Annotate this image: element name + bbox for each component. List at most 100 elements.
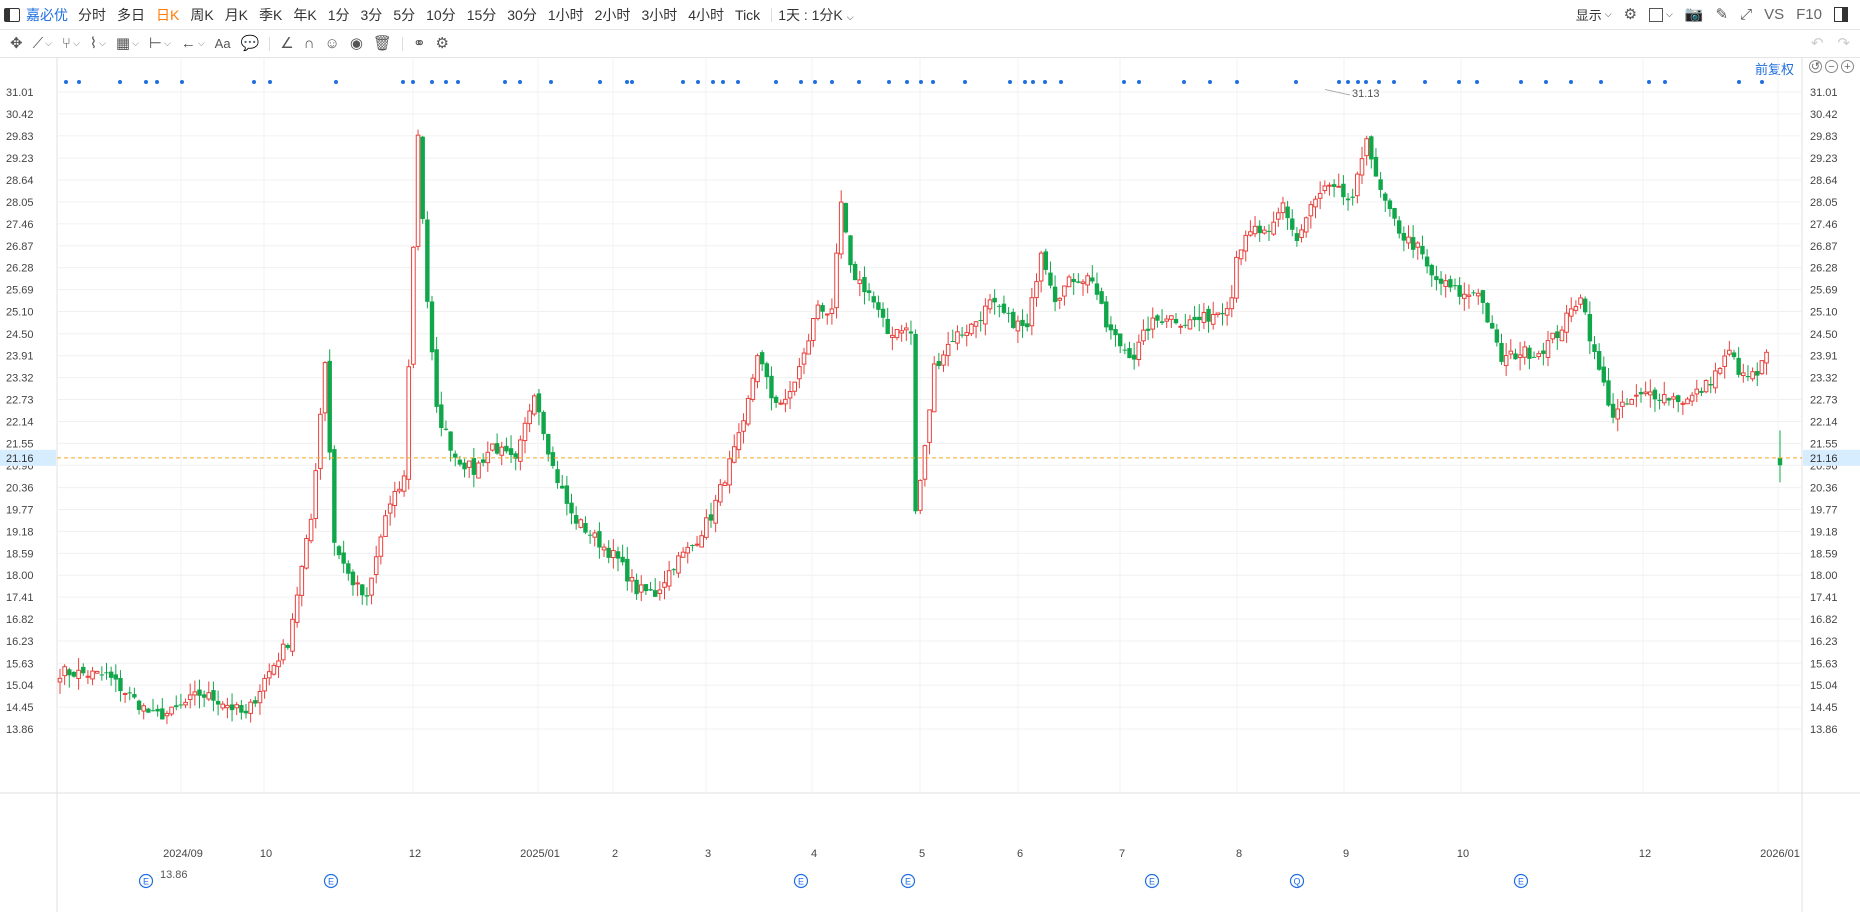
signal-dot[interactable] — [1008, 80, 1012, 84]
signal-dot[interactable] — [1346, 80, 1350, 84]
signal-dot[interactable] — [1031, 80, 1035, 84]
signal-dot[interactable] — [64, 80, 68, 84]
link-tool[interactable]: ⚭ — [413, 36, 426, 51]
signal-dot[interactable] — [1760, 80, 1764, 84]
custom-period-selector[interactable]: 1天 : 1分K ⌵ — [778, 5, 853, 25]
signal-dot[interactable] — [1569, 80, 1573, 84]
signal-dot[interactable] — [1059, 80, 1063, 84]
signal-dot[interactable] — [1043, 80, 1047, 84]
sidebar-toggle-icon[interactable] — [4, 7, 20, 22]
signal-dot[interactable] — [681, 80, 685, 84]
signal-dot[interactable] — [252, 80, 256, 84]
signal-dot[interactable] — [711, 80, 715, 84]
signal-dot[interactable] — [1364, 80, 1368, 84]
signal-dot[interactable] — [1337, 80, 1341, 84]
signal-dot[interactable] — [1023, 80, 1027, 84]
period-tab[interactable]: 周K — [190, 6, 214, 23]
signal-dot[interactable] — [919, 80, 923, 84]
signal-dot[interactable] — [268, 80, 272, 84]
signal-dot[interactable] — [598, 80, 602, 84]
signal-dot[interactable] — [1647, 80, 1651, 84]
signal-dot[interactable] — [1737, 80, 1741, 84]
signal-dot[interactable] — [830, 80, 834, 84]
period-tab[interactable]: 30分 — [507, 6, 537, 23]
layout-button[interactable]: ⌵ — [1649, 7, 1673, 22]
signal-dot[interactable] — [813, 80, 817, 84]
signal-dot[interactable] — [1235, 80, 1239, 84]
period-tab[interactable]: 10分 — [426, 6, 456, 23]
signal-dot[interactable] — [963, 80, 967, 84]
signal-dot[interactable] — [887, 80, 891, 84]
event-marker[interactable]: E — [323, 873, 339, 889]
signal-dot[interactable] — [630, 80, 634, 84]
emoji-tool[interactable]: ☺ — [325, 36, 340, 51]
signal-dot[interactable] — [518, 80, 522, 84]
redo-icon[interactable]: ↷ — [1837, 35, 1850, 52]
settings-button[interactable]: ⚙ — [1624, 7, 1637, 22]
signal-dot[interactable] — [1137, 80, 1141, 84]
signal-dot[interactable] — [1182, 80, 1186, 84]
signal-dot[interactable] — [1475, 80, 1479, 84]
period-tab[interactable]: 3分 — [360, 6, 383, 23]
arrow-tool[interactable]: ← ⌵ — [181, 36, 205, 51]
period-tab[interactable]: 分时 — [78, 6, 106, 23]
screenshot-button[interactable]: 📷 — [1685, 7, 1704, 22]
signal-dot[interactable] — [411, 80, 415, 84]
period-tab[interactable]: 1小时 — [547, 6, 584, 23]
signal-dot[interactable] — [549, 80, 553, 84]
signal-dot[interactable] — [1392, 80, 1396, 84]
candlestick-chart[interactable]: 31.01 31.01 30.42 30.42 29.83 29.83 29.23 29.23… — [0, 58, 1860, 912]
signal-dot[interactable] — [736, 80, 740, 84]
signal-dot[interactable] — [1356, 80, 1360, 84]
period-tab[interactable]: 15分 — [466, 6, 497, 23]
vs-button[interactable]: VS — [1764, 6, 1785, 23]
signal-dot[interactable] — [456, 80, 460, 84]
signal-dot[interactable] — [1377, 80, 1381, 84]
brush-button[interactable]: ✎ — [1716, 7, 1729, 22]
period-tab[interactable]: 日K — [156, 6, 180, 23]
signal-dot[interactable] — [334, 80, 338, 84]
event-marker[interactable]: Q — [1289, 873, 1305, 889]
signal-dot[interactable] — [1208, 80, 1212, 84]
event-marker[interactable]: E — [1144, 873, 1160, 889]
signal-dot[interactable] — [118, 80, 122, 84]
event-marker[interactable]: E — [900, 873, 916, 889]
signal-dot[interactable] — [721, 80, 725, 84]
zoom-in-icon[interactable]: + — [1841, 60, 1854, 73]
period-tab[interactable]: 季K — [259, 6, 283, 23]
period-tab[interactable]: 多日 — [117, 6, 145, 23]
signal-dot[interactable] — [1457, 80, 1461, 84]
arc-tool[interactable]: ∩ — [304, 36, 315, 51]
signal-dot[interactable] — [401, 80, 405, 84]
period-tab[interactable]: 月K — [224, 6, 249, 23]
stock-name[interactable]: 嘉必优 — [26, 6, 68, 23]
reset-icon[interactable]: ↺ — [1809, 60, 1822, 73]
signal-dot[interactable] — [1294, 80, 1298, 84]
move-tool[interactable]: ✥ — [10, 36, 23, 51]
period-tab[interactable]: 4小时 — [688, 6, 725, 23]
zoom-out-icon[interactable]: − — [1825, 60, 1838, 73]
range-tool[interactable]: ⊢ ⌵ — [149, 36, 171, 51]
period-tab[interactable]: Tick — [735, 6, 761, 23]
event-marker[interactable]: E — [793, 873, 809, 889]
signal-dot[interactable] — [180, 80, 184, 84]
line-tool[interactable]: ⟋ ⌵ — [33, 36, 52, 51]
event-marker[interactable]: E — [1513, 873, 1529, 889]
signal-dot[interactable] — [144, 80, 148, 84]
delete-tool[interactable]: 🗑 — [373, 36, 392, 51]
signal-dot[interactable] — [1423, 80, 1427, 84]
signal-dot[interactable] — [444, 80, 448, 84]
signal-dot[interactable] — [1519, 80, 1523, 84]
comment-tool[interactable]: 💬 — [241, 36, 260, 51]
signal-dot[interactable] — [1544, 80, 1548, 84]
signal-dot[interactable] — [155, 80, 159, 84]
adjust-toggle[interactable]: 前复权 — [1754, 62, 1794, 77]
pitchfork-tool[interactable]: ⑂ ⌵ — [62, 36, 80, 51]
panel-toggle[interactable] — [1834, 7, 1848, 22]
signal-dot[interactable] — [1599, 80, 1603, 84]
signal-dot[interactable] — [1663, 80, 1667, 84]
display-menu[interactable]: 显示 ⌵ — [1576, 5, 1612, 24]
period-tab[interactable]: 1分 — [327, 6, 350, 23]
text-tool[interactable]: Aa — [215, 37, 231, 50]
period-tab[interactable]: 3小时 — [641, 6, 678, 23]
